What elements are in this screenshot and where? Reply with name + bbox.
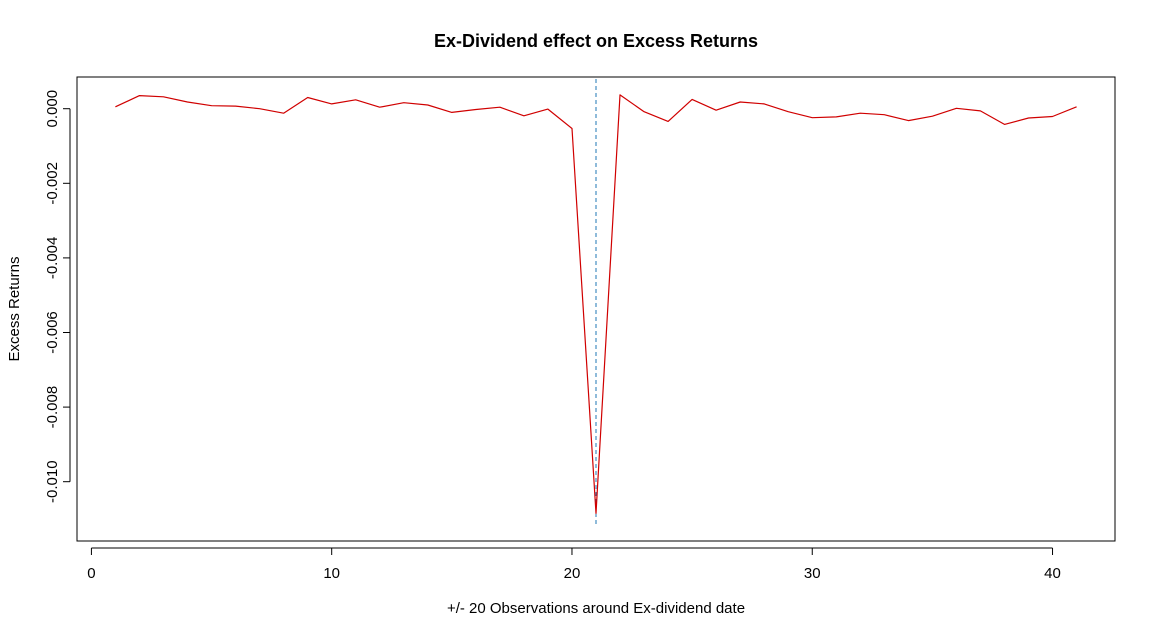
data-point bbox=[1076, 106, 1077, 107]
x-tick-label: 40 bbox=[1044, 565, 1061, 582]
data-point bbox=[187, 101, 188, 102]
data-point bbox=[331, 103, 332, 104]
data-point bbox=[595, 513, 596, 514]
data-point bbox=[788, 111, 789, 112]
data-point bbox=[860, 113, 861, 114]
data-point bbox=[1028, 117, 1029, 118]
data-point bbox=[499, 107, 500, 108]
data-point bbox=[259, 108, 260, 109]
data-point bbox=[908, 120, 909, 121]
data-point bbox=[812, 117, 813, 118]
data-point bbox=[379, 107, 380, 108]
y-axis-label: Excess Returns bbox=[6, 256, 23, 361]
data-point bbox=[115, 106, 116, 107]
data-point bbox=[619, 94, 620, 95]
y-tick-label: -0.004 bbox=[44, 237, 61, 280]
data-point bbox=[307, 97, 308, 98]
data-point bbox=[764, 103, 765, 104]
x-tick-label: 10 bbox=[323, 565, 340, 582]
data-point bbox=[692, 99, 693, 100]
data-point bbox=[475, 109, 476, 110]
data-point bbox=[956, 108, 957, 109]
x-axis: 0 10 20 30 40 bbox=[87, 547, 1061, 582]
data-point bbox=[740, 101, 741, 102]
x-tick-label: 0 bbox=[87, 565, 95, 582]
series-layer bbox=[115, 94, 1077, 515]
data-point bbox=[667, 121, 668, 122]
data-point bbox=[355, 99, 356, 100]
data-point bbox=[1004, 124, 1005, 125]
series-line-1 bbox=[115, 94, 1077, 515]
data-point bbox=[139, 95, 140, 96]
data-point bbox=[547, 108, 548, 109]
data-point bbox=[235, 105, 236, 106]
y-tick-label: -0.002 bbox=[44, 162, 61, 205]
data-point bbox=[403, 102, 404, 103]
x-tick-label: 20 bbox=[564, 565, 581, 582]
data-point bbox=[523, 115, 524, 116]
data-point bbox=[211, 105, 212, 106]
data-point bbox=[716, 110, 717, 111]
plot-frame bbox=[76, 76, 1116, 542]
data-point bbox=[283, 113, 284, 114]
data-point bbox=[571, 128, 572, 129]
y-axis: 0.000 -0.002 -0.004 -0.006 -0.008 -0.010 bbox=[44, 90, 71, 503]
data-point bbox=[884, 114, 885, 115]
y-tick-label: 0.000 bbox=[44, 90, 61, 128]
chart-title: Ex-Dividend effect on Excess Returns bbox=[434, 31, 758, 51]
data-point bbox=[451, 112, 452, 113]
data-point bbox=[427, 104, 428, 105]
x-tick-label: 30 bbox=[804, 565, 821, 582]
y-tick-label: -0.006 bbox=[44, 311, 61, 354]
data-point bbox=[932, 116, 933, 117]
data-point bbox=[643, 111, 644, 112]
data-point bbox=[163, 96, 164, 97]
data-point bbox=[1052, 116, 1053, 117]
x-axis-label: +/- 20 Observations around Ex-dividend d… bbox=[447, 600, 745, 617]
y-tick-label: -0.010 bbox=[44, 460, 61, 503]
data-point bbox=[836, 116, 837, 117]
y-tick-label: -0.008 bbox=[44, 386, 61, 429]
data-point bbox=[980, 110, 981, 111]
